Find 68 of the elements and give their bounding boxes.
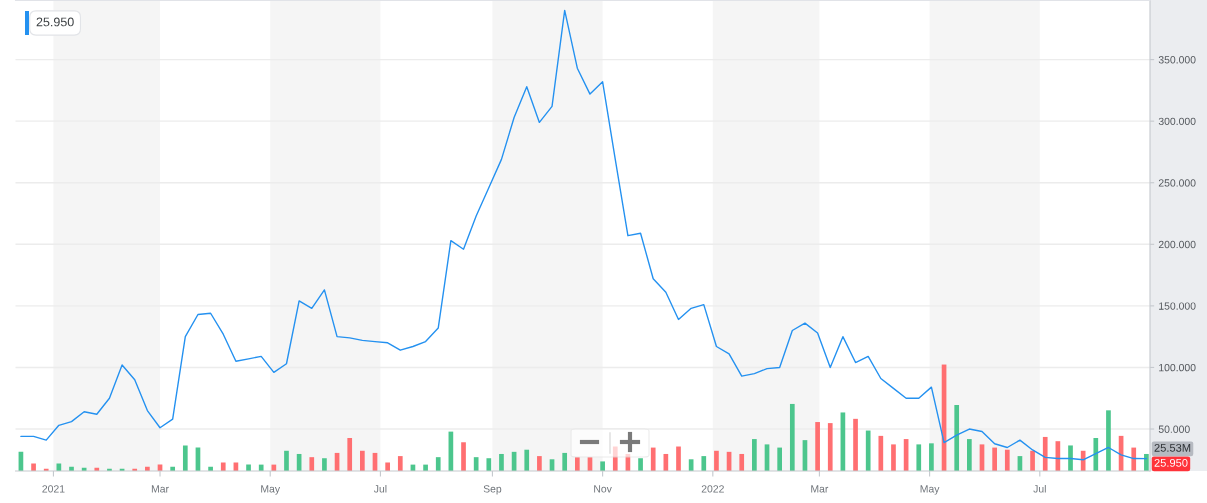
bar <box>777 447 783 471</box>
bar <box>309 457 315 471</box>
annotation: 25.950 <box>36 17 74 27</box>
bar <box>853 418 858 471</box>
bar <box>537 456 542 471</box>
bar <box>435 457 441 471</box>
annotation: 25.53M <box>1154 443 1191 452</box>
bar <box>650 447 656 471</box>
bar <box>461 442 466 471</box>
bar <box>967 439 972 471</box>
bar <box>752 439 757 471</box>
bar <box>1080 450 1086 471</box>
bar <box>182 445 188 471</box>
bar <box>220 462 226 471</box>
bar <box>701 456 707 471</box>
bar <box>638 458 643 471</box>
bar <box>891 444 896 471</box>
bar <box>676 446 681 471</box>
bar <box>574 457 580 471</box>
bar <box>600 461 605 471</box>
x-tick-label: Mar <box>151 485 169 493</box>
bar <box>524 449 530 471</box>
bar <box>499 453 504 471</box>
bar <box>916 444 922 471</box>
x-tick-label: Mar <box>811 485 829 493</box>
bar <box>929 443 934 471</box>
y-tick-label: 100.000 <box>1159 363 1196 372</box>
bar <box>385 462 390 471</box>
y-tick-label: 200.000 <box>1158 240 1196 249</box>
bar <box>789 403 795 471</box>
bar <box>486 458 492 471</box>
bar <box>397 456 403 471</box>
x-tick-label: May <box>920 485 940 495</box>
bar <box>815 422 820 471</box>
x-tick-label: Jul <box>373 484 387 493</box>
x-tick-label: May <box>261 485 281 495</box>
bar <box>1144 453 1149 471</box>
x-tick-label: 2021 <box>42 485 65 493</box>
bar <box>992 447 997 471</box>
bar <box>1131 447 1137 471</box>
x-tick-label: Sep <box>483 485 502 495</box>
bar <box>562 452 568 471</box>
bar <box>1042 436 1048 471</box>
bar <box>1030 450 1035 471</box>
bar <box>473 457 479 471</box>
y-tick-label: 50.000 <box>1158 425 1190 433</box>
x-tick-label: Jul <box>1033 484 1046 493</box>
bar <box>322 458 327 471</box>
y-tick-label: 250.000 <box>1158 179 1196 187</box>
bar <box>878 435 884 471</box>
data-label: 25.950 <box>1154 458 1188 467</box>
bar <box>827 423 833 471</box>
y-tick-label: 350.000 <box>1158 56 1196 64</box>
y-tick-label: 150.000 <box>1159 302 1196 310</box>
bar <box>714 450 719 471</box>
bar <box>360 450 365 471</box>
x-tick-label: Nov <box>594 485 612 493</box>
bar <box>865 430 871 471</box>
bar <box>1093 438 1099 471</box>
bar <box>1004 449 1010 471</box>
bar <box>1106 410 1111 471</box>
x-tick-label: 2022 <box>701 485 724 493</box>
bar <box>954 405 960 471</box>
bar <box>739 453 745 471</box>
bar <box>347 438 353 471</box>
bar <box>1068 445 1073 471</box>
y-tick-label: 300.000 <box>1158 117 1196 126</box>
bar <box>284 450 289 471</box>
